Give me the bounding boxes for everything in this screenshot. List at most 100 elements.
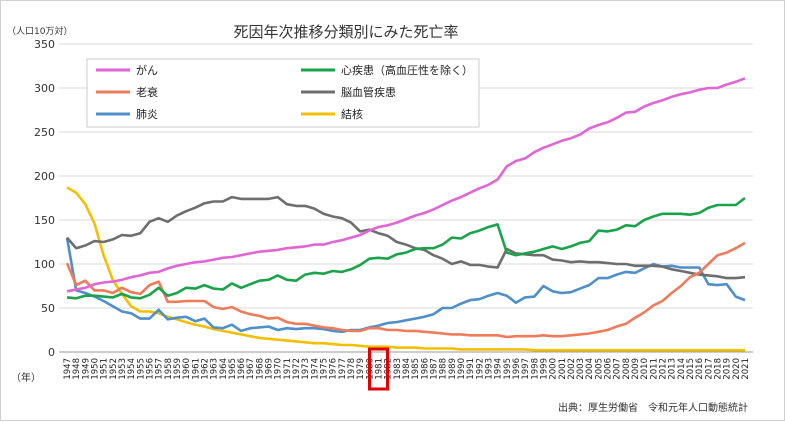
x-tick-label: 1963 — [210, 358, 220, 380]
x-tick-label: 2021 — [741, 358, 751, 380]
x-tick-label: 2011 — [649, 358, 659, 380]
x-tick-label: 1952 — [109, 358, 119, 380]
x-tick-label: 1951 — [100, 358, 110, 380]
legend-label: がん — [136, 63, 158, 77]
y-axis-label: （人口10万対） — [7, 25, 72, 37]
x-tick-label: 1969 — [265, 358, 275, 380]
highlight-marker — [368, 347, 390, 391]
source-note: 出典：厚生労働省 令和元年人口動態統計 — [558, 401, 748, 414]
x-tick-label: 1949 — [81, 358, 91, 380]
x-tick-label: 2019 — [723, 358, 733, 380]
x-tick-label: 2013 — [668, 358, 678, 380]
x-tick-label: 2001 — [558, 358, 568, 380]
series-line — [66, 196, 746, 300]
y-tick-label: 200 — [34, 170, 55, 183]
legend-label: 脳血管疾患 — [341, 85, 396, 99]
x-tick-label: 1948 — [72, 358, 82, 380]
legend-label: 結核 — [341, 107, 363, 121]
x-tick-label: 1975 — [320, 358, 330, 380]
series-line — [66, 186, 745, 352]
x-tick-label: 1998 — [530, 358, 540, 380]
x-tick-label: 1990 — [457, 358, 467, 380]
x-tick-label: 2004 — [585, 358, 595, 380]
x-tick-label: 1971 — [283, 358, 293, 380]
x-tick-label: 2020 — [732, 358, 742, 380]
x-tick-label: 2010 — [640, 358, 650, 380]
series-line — [65, 237, 746, 334]
highlight-box — [368, 347, 390, 391]
x-tick-label: 1954 — [127, 358, 137, 380]
x-tick-label: 1968 — [255, 358, 265, 380]
x-ticks: 1947 1948 1949 1950 1951 1952 1953 1954 1955 1956… — [63, 358, 751, 380]
y-tick-label: 0 — [48, 346, 55, 359]
y-tick-label: 300 — [34, 82, 55, 95]
x-tick-label: 1957 — [155, 358, 165, 380]
x-tick-label: 1955 — [136, 358, 146, 380]
x-tick-label: 1965 — [228, 358, 238, 380]
y-ticks: 0 50 100 150 200 250 300 350 — [34, 38, 55, 359]
x-tick-label: 1979 — [356, 358, 366, 380]
x-tick-label: 1958 — [164, 358, 174, 380]
chart-title: 死因年次推移分類別にみた死亡率 — [233, 23, 458, 41]
x-tick-label: 1956 — [145, 358, 155, 380]
legend-label: 心疾患（高血圧性を除く） — [341, 63, 473, 77]
x-tick-label: 1989 — [448, 358, 458, 380]
x-tick-label: 2016 — [695, 358, 705, 380]
x-tick-label: 1966 — [237, 358, 247, 380]
x-tick-label: 1983 — [393, 358, 403, 380]
x-tick-label: 1997 — [521, 358, 531, 380]
x-tick-label: 1962 — [200, 358, 210, 380]
x-tick-label: 1959 — [173, 358, 183, 380]
x-tick-label: 1987 — [429, 358, 439, 380]
x-tick-label: 1950 — [90, 358, 100, 380]
y-tick-label: 250 — [34, 126, 55, 139]
x-tick-label: 1976 — [329, 358, 339, 380]
x-tick-label: 1964 — [219, 358, 229, 380]
x-tick-label: 1961 — [191, 358, 201, 380]
x-tick-label: 1996 — [512, 358, 522, 380]
x-tick-label: 1985 — [411, 358, 421, 380]
x-tick-label: 2000 — [549, 358, 559, 380]
x-tick-label: 1973 — [301, 358, 311, 380]
x-tick-label: 1984 — [402, 358, 412, 380]
x-tick-label: 1988 — [439, 358, 449, 380]
series-lines — [65, 77, 746, 352]
x-tick-label: 1974 — [310, 358, 320, 380]
x-tick-label: 2012 — [659, 358, 669, 380]
x-tick-label: 2015 — [686, 358, 696, 380]
x-tick-label: 1970 — [274, 358, 284, 380]
x-tick-label: 1972 — [292, 358, 302, 380]
y-tick-label: 100 — [34, 258, 55, 271]
legend-label: 肺炎 — [136, 108, 158, 121]
y-tick-label: 50 — [41, 302, 55, 315]
x-tick-label: 1991 — [466, 358, 476, 380]
y-tick-label: 350 — [34, 38, 55, 51]
x-tick-label: 2002 — [567, 358, 577, 380]
x-tick-label: 1978 — [347, 358, 357, 380]
x-tick-label: 1999 — [539, 358, 549, 380]
x-tick-label: 1986 — [420, 358, 430, 380]
x-tick-label: 1953 — [118, 358, 128, 380]
series-line — [66, 77, 746, 293]
x-tick-label: 1960 — [182, 358, 192, 380]
x-tick-label: 1992 — [475, 358, 485, 380]
series-line — [66, 195, 746, 280]
x-tick-label: 1977 — [338, 358, 348, 380]
legend-label: 老衰 — [136, 85, 158, 99]
x-tick-label: 2014 — [677, 358, 687, 380]
x-tick-label: 2006 — [604, 358, 614, 380]
x-tick-label: 1967 — [246, 358, 256, 380]
x-tick-label: 1994 — [494, 358, 504, 380]
x-tick-label: 1981 — [375, 358, 385, 380]
x-tick-label: 2009 — [631, 358, 641, 380]
y-tick-label: 150 — [34, 214, 55, 227]
legend-box — [86, 58, 480, 128]
x-tick-label: 2008 — [622, 358, 632, 380]
x-tick-label: 2005 — [594, 358, 604, 380]
x-tick-label: 1995 — [503, 358, 513, 380]
x-axis-label: （年） — [11, 371, 41, 384]
x-tick-label: 1993 — [484, 358, 494, 380]
